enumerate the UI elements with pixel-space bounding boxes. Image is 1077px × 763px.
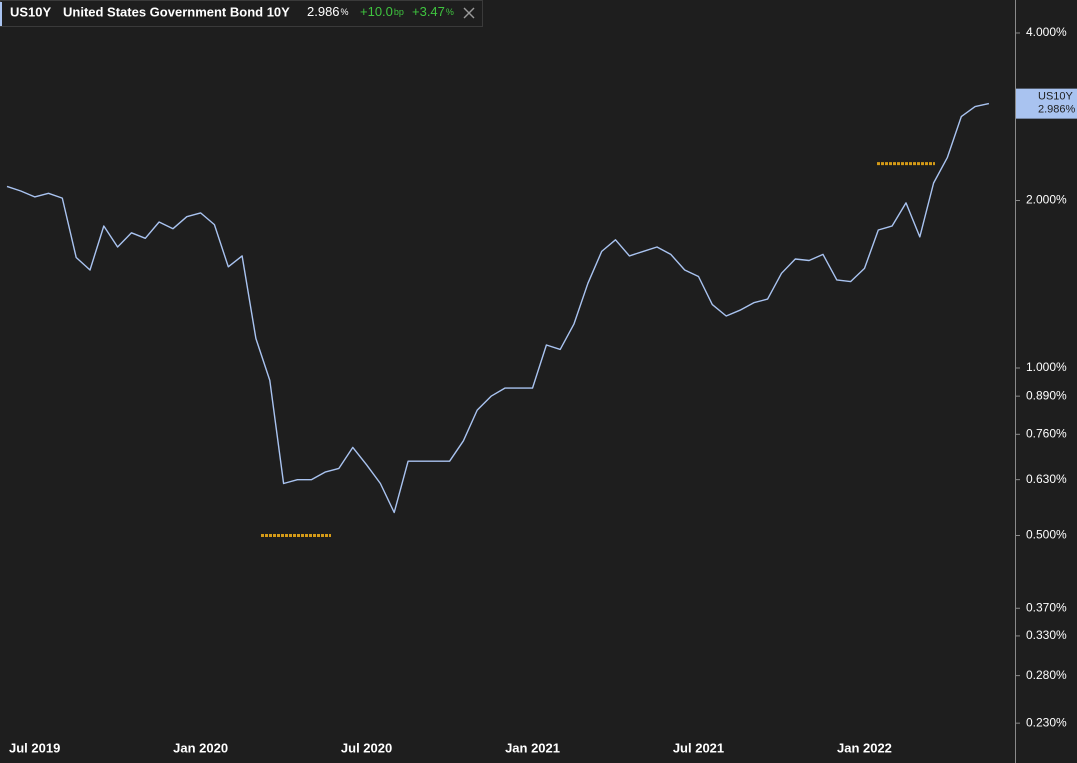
last-unit: % bbox=[341, 7, 349, 17]
change-value: +10.0 bbox=[360, 4, 393, 19]
x-tick-label: Jul 2021 bbox=[673, 740, 724, 755]
y-tick-label: 0.280% bbox=[1026, 668, 1067, 682]
x-tick-label: Jan 2021 bbox=[505, 740, 560, 755]
last-label-value: 2.986% bbox=[1038, 104, 1076, 116]
y-tick-label: 1.000% bbox=[1026, 360, 1067, 374]
y-tick-label: 2.000% bbox=[1026, 193, 1067, 207]
y-tick-label: 4.000% bbox=[1026, 25, 1067, 39]
close-button[interactable] bbox=[463, 7, 475, 19]
y-tick-label: 0.370% bbox=[1026, 600, 1067, 614]
change-pct: +3.47% bbox=[412, 4, 454, 19]
y-tick-label: 0.330% bbox=[1026, 628, 1067, 642]
y-tick-label: 0.230% bbox=[1026, 715, 1067, 729]
change-unit: bp bbox=[394, 7, 404, 17]
instrument-name: United States Government Bond 10Y bbox=[63, 4, 290, 19]
header-accent bbox=[0, 2, 2, 26]
last-value: 2.986 bbox=[307, 4, 340, 19]
x-tick-label: Jan 2022 bbox=[837, 740, 892, 755]
header: US10Y United States Government Bond 10Y … bbox=[0, 0, 483, 27]
series-line bbox=[6, 102, 990, 514]
last-label-box bbox=[1016, 88, 1077, 119]
header-box bbox=[0, 0, 483, 27]
x-tick-label: Jul 2020 bbox=[341, 740, 392, 755]
x-tick-label: Jan 2020 bbox=[173, 740, 228, 755]
change: +10.0bp bbox=[360, 4, 404, 19]
y-tick-label: 0.500% bbox=[1026, 528, 1067, 542]
y-tick-label: 0.890% bbox=[1026, 388, 1067, 402]
symbol: US10Y bbox=[10, 4, 52, 19]
change-pct-unit: % bbox=[446, 7, 454, 17]
y-tick-label: 0.630% bbox=[1026, 472, 1067, 486]
x-tick-label: Jul 2019 bbox=[9, 740, 60, 755]
change-pct-value: +3.47 bbox=[412, 4, 445, 19]
last-label-name: US10Y bbox=[1038, 91, 1074, 103]
last-price: 2.986% bbox=[307, 4, 349, 19]
y-tick-label: 0.760% bbox=[1026, 426, 1067, 440]
